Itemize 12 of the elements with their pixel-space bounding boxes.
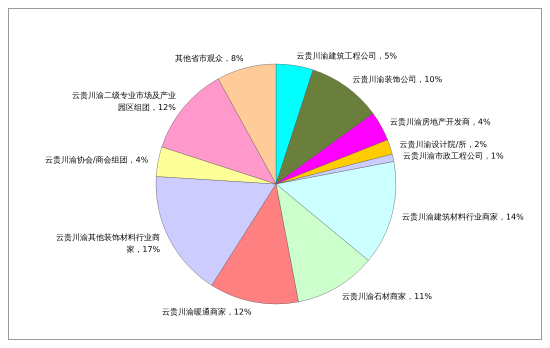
slice-label: 云贵川渝协会/商会组团，4% bbox=[44, 156, 149, 165]
slice-label: 云贵川渝石材商家，11% bbox=[342, 292, 432, 301]
slice-label: 云贵川渝装饰公司，10% bbox=[352, 74, 443, 84]
slice-label: 其他省市观众，8% bbox=[174, 54, 244, 64]
slice-label: 云贵川渝二级专业市场及产业园区组团，12% bbox=[72, 91, 176, 112]
slice-label: 云贵川渝其他装饰材料行业商家，17% bbox=[56, 233, 161, 254]
slice-label: 云贵川渝房地产开发商，4% bbox=[390, 117, 492, 126]
slice-label: 云贵川渝市政工程公司，1% bbox=[402, 152, 504, 161]
slice-label: 云贵川渝设计院/所，2% bbox=[400, 140, 488, 149]
slice-label: 云贵川渝暖通商家，12% bbox=[162, 308, 252, 317]
slice-label: 云贵川渝建筑材料行业商家，14% bbox=[402, 212, 524, 222]
slice-label: 云贵川渝建筑工程公司，5% bbox=[296, 52, 398, 61]
